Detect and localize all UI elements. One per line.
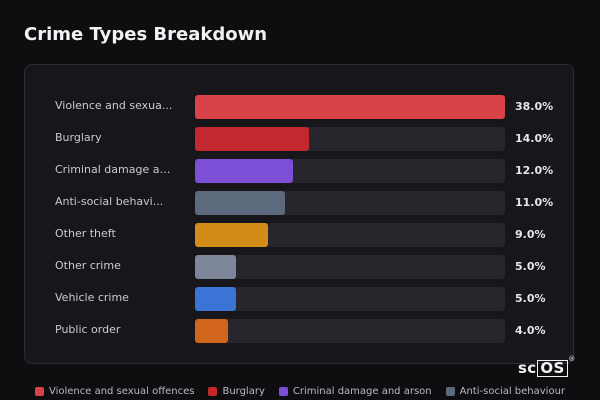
logo-text: sc	[518, 359, 537, 377]
bar-chart-card: Violence and sexua... 38.0% Burglary 14.0% C…	[24, 64, 574, 364]
bar-category-label: Anti-social behavi...	[55, 195, 164, 208]
legend-label: Anti-social behaviour	[459, 386, 566, 397]
bar-category-label: Other crime	[55, 259, 121, 272]
bar[interactable]	[195, 223, 268, 247]
scos-logo: sc OS ®	[518, 355, 575, 377]
bar-value-label: 9.0%	[515, 228, 546, 241]
logo-boxed-text: OS	[537, 360, 568, 377]
legend-swatch	[208, 387, 218, 396]
chart-legend: Violence and sexual offences Burglary Crim…	[0, 386, 600, 397]
bar-value-label: 5.0%	[515, 292, 546, 305]
legend-swatch	[34, 387, 44, 396]
bar-track	[195, 191, 505, 215]
bar[interactable]	[195, 255, 236, 279]
legend-item[interactable]: Burglary	[208, 386, 265, 397]
legend-swatch	[278, 387, 288, 396]
bar[interactable]	[195, 319, 228, 343]
bar[interactable]	[195, 159, 293, 183]
legend-label: Violence and sexual offences	[48, 386, 195, 397]
bar-category-label: Public order	[55, 323, 121, 336]
bar[interactable]	[195, 127, 309, 151]
bar-row: Vehicle crime 5.0%	[25, 287, 575, 311]
bar-category-label: Burglary	[55, 131, 102, 144]
bar-row: Violence and sexua... 38.0%	[25, 95, 575, 119]
legend-label: Criminal damage and arson	[292, 386, 432, 397]
bar-row: Other crime 5.0%	[25, 255, 575, 279]
legend-item[interactable]: Violence and sexual offences	[34, 386, 195, 397]
bar-track	[195, 255, 505, 279]
legend-item[interactable]: Criminal damage and arson	[278, 386, 432, 397]
bar-value-label: 12.0%	[515, 164, 554, 177]
bar-value-label: 4.0%	[515, 324, 546, 337]
legend-label: Burglary	[222, 386, 265, 397]
bar-category-label: Violence and sexua...	[55, 99, 173, 112]
page-title: Crime Types Breakdown	[24, 24, 268, 45]
logo-registered-mark: ®	[568, 355, 576, 363]
bar-track	[195, 95, 505, 119]
bar-track	[195, 159, 505, 183]
bar[interactable]	[195, 287, 236, 311]
bar-value-label: 38.0%	[515, 100, 554, 113]
bar-row: Other theft 9.0%	[25, 223, 575, 247]
bar-row: Anti-social behavi... 11.0%	[25, 191, 575, 215]
bar-row: Public order 4.0%	[25, 319, 575, 343]
bar-category-label: Criminal damage an...	[55, 163, 173, 176]
bar[interactable]	[195, 95, 505, 119]
bar-category-label: Vehicle crime	[55, 291, 129, 304]
bar-track	[195, 223, 505, 247]
bar-value-label: 14.0%	[515, 132, 554, 145]
bar-row: Burglary 14.0%	[25, 127, 575, 151]
bar-category-label: Other theft	[55, 227, 116, 240]
bar[interactable]	[195, 191, 285, 215]
bar-row: Criminal damage an... 12.0%	[25, 159, 575, 183]
bar-track	[195, 319, 505, 343]
bar-track	[195, 127, 505, 151]
bar-value-label: 11.0%	[515, 196, 554, 209]
legend-swatch	[445, 387, 455, 396]
bar-value-label: 5.0%	[515, 260, 546, 273]
bar-track	[195, 287, 505, 311]
legend-item[interactable]: Anti-social behaviour	[445, 386, 566, 397]
